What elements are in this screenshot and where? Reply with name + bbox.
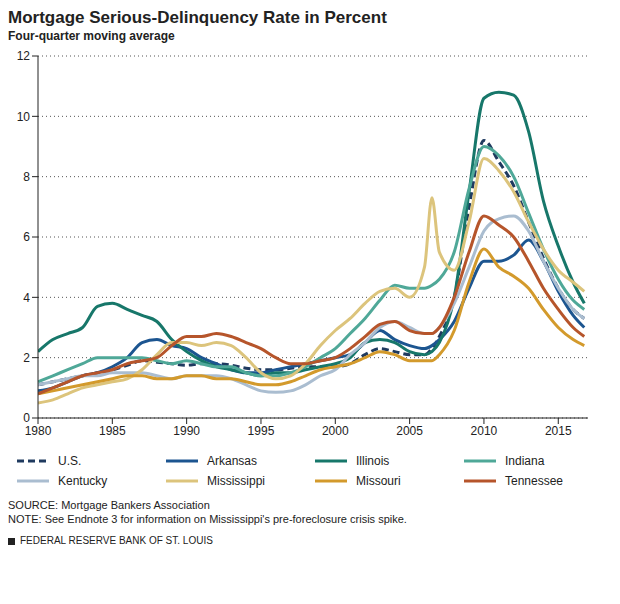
svg-text:8: 8 [23,170,30,184]
svg-text:1980: 1980 [25,424,52,438]
html-text:SOURCE: Mortgage Bankers Assoc: SOURCE: Mortgage Bankers Association [8,499,210,511]
svg-text:2: 2 [23,351,30,365]
html-text:Mississippi: Mississippi [207,474,265,488]
html-text:Four-quarter moving average: Four-quarter moving average [8,29,175,43]
html-text:Arkansas: Arkansas [207,454,257,468]
html-text:Tennessee: Tennessee [505,474,563,488]
svg-text:10: 10 [17,110,31,124]
svg-text:2000: 2000 [322,424,349,438]
svg-text:1985: 1985 [99,424,126,438]
svg-text:4: 4 [23,291,30,305]
svg-text:2015: 2015 [545,424,572,438]
html-text:Kentucky: Kentucky [58,474,108,488]
svg-text:2010: 2010 [471,424,498,438]
svg-text:1995: 1995 [248,424,275,438]
svg-text:6: 6 [23,230,30,244]
html-text:NOTE: See Endnote 3 for inform: NOTE: See Endnote 3 for information on M… [8,513,407,525]
svg-text:12: 12 [17,49,31,63]
html-text:Indiana: Indiana [505,454,545,468]
html-text:U.S.: U.S. [58,454,82,468]
html-text:Missouri: Missouri [356,474,401,488]
svg-text:1990: 1990 [173,424,200,438]
svg-text:2005: 2005 [396,424,423,438]
html-text:Mortgage Serious-Delinquency R: Mortgage Serious-Delinquency Rate in Per… [8,8,387,27]
html-text:Illinois: Illinois [356,454,390,468]
svg-text:0: 0 [23,411,30,425]
html-text:FEDERAL RESERVE BANK OF ST. LO: FEDERAL RESERVE BANK OF ST. LOUIS [20,535,213,546]
